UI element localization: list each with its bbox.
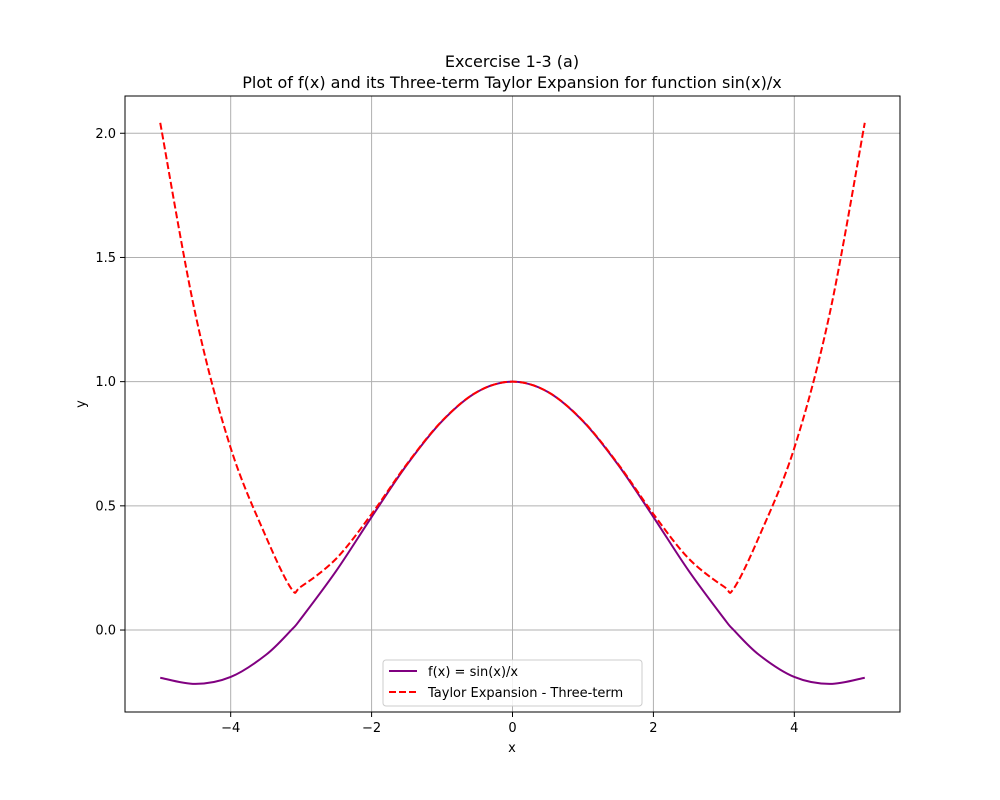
chart-subtitle: Plot of f(x) and its Three-term Taylor E…	[242, 73, 781, 92]
chart-title: Excercise 1-3 (a)	[445, 52, 579, 71]
x-tick-label: 4	[790, 721, 798, 736]
grid	[125, 96, 900, 712]
x-tick-label: −4	[221, 721, 240, 736]
y-tick-label: 0.5	[95, 499, 116, 514]
axis-ticks: −4 −2 0 2 4 0.0 0.5 1.0 1.5 2.0	[95, 127, 798, 736]
plot-lines	[159, 122, 866, 685]
x-tick-label: 2	[649, 721, 657, 736]
legend: f(x) = sin(x)/x Taylor Expansion - Three…	[382, 659, 643, 707]
legend-box	[382, 659, 643, 707]
y-tick-label: 1.5	[95, 251, 116, 266]
x-axis-label: x	[508, 741, 516, 756]
x-tick-label: −2	[362, 721, 381, 736]
y-axis-label: y	[74, 400, 89, 408]
y-tick-label: 0.0	[95, 624, 116, 639]
legend-label-fx: f(x) = sin(x)/x	[428, 665, 518, 680]
x-tick-label: 0	[508, 721, 516, 736]
legend-label-taylor: Taylor Expansion - Three-term	[427, 686, 623, 701]
y-tick-label: 1.0	[95, 375, 116, 390]
y-tick-label: 2.0	[95, 127, 116, 142]
series-line-taylor	[159, 122, 866, 594]
